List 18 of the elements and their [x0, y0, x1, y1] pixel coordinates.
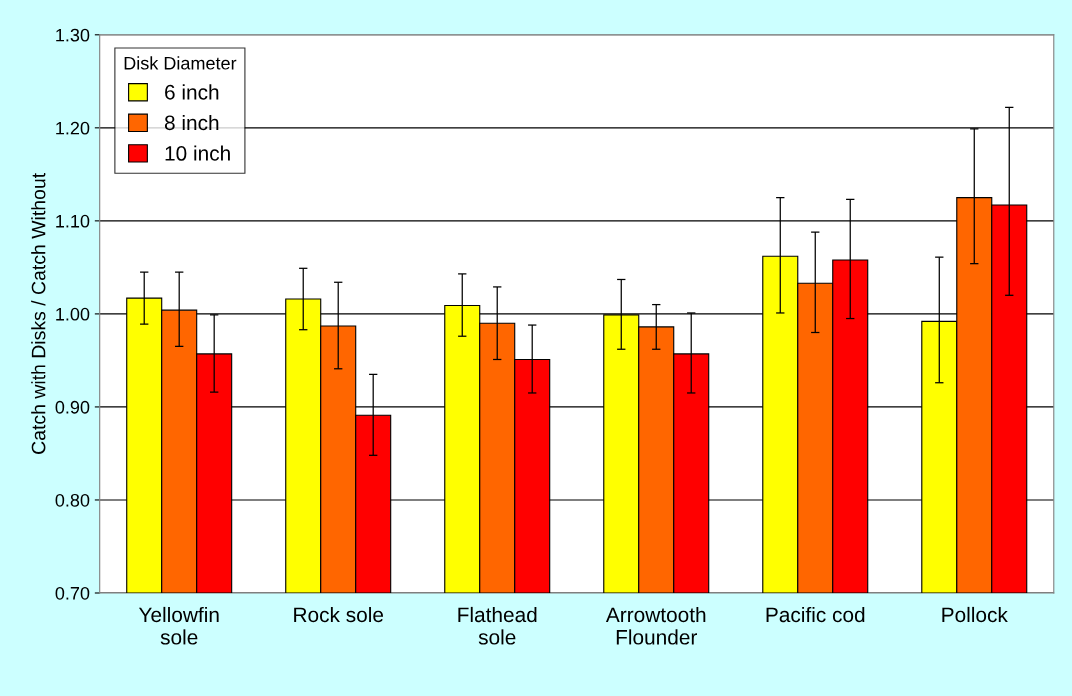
x-tick-label: Yellowfin sole [138, 606, 219, 645]
y-tick-label: 1.30 [56, 28, 90, 42]
legend-label: 8 inch [164, 114, 219, 131]
y-tick-label: 1.00 [56, 307, 90, 321]
legend-title: Disk Diameter [124, 56, 237, 70]
y-tick-label: 1.10 [56, 214, 90, 228]
y-tick-label: 0.80 [55, 493, 90, 507]
x-tick-label: Arrowtooth Flounder [605, 606, 706, 645]
x-tick-label: Pacific cod [766, 606, 865, 623]
legend-label: 6 inch [165, 84, 219, 100]
x-tick-label: Flathead sole [458, 606, 537, 645]
y-tick-label: 0.90 [55, 400, 90, 414]
y-axis-title: Catch with Disks / Catch Without [31, 173, 46, 454]
x-tick-label: Pollock [942, 606, 1008, 623]
y-tick-label: 0.70 [55, 586, 90, 600]
x-tick-label: Rock sole [294, 606, 384, 623]
legend-label: 10 inch [165, 145, 230, 161]
y-tick-label: 1.20 [56, 121, 90, 135]
